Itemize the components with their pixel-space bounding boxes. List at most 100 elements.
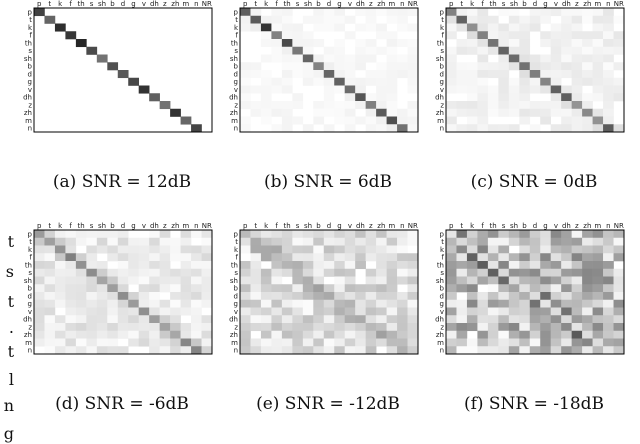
- heatmap-cell: [86, 307, 98, 316]
- heatmap-cell: [201, 292, 213, 301]
- heatmap-cell: [271, 101, 283, 110]
- heatmap-cell: [281, 346, 293, 355]
- row-label: dh: [435, 316, 444, 324]
- heatmap-cell: [180, 299, 192, 308]
- heatmap-cell: [603, 85, 614, 94]
- heatmap-cell: [550, 108, 562, 117]
- side-fragment: g: [3, 424, 14, 443]
- heatmap-cell: [561, 116, 572, 125]
- heatmap-cell: [170, 338, 181, 347]
- heatmap-cell: [323, 284, 335, 293]
- heatmap-cell: [240, 307, 251, 316]
- heatmap-cell: [365, 108, 377, 117]
- heatmap-cell: [365, 253, 377, 262]
- heatmap-cell: [292, 346, 304, 355]
- side-fragment: t: [7, 232, 14, 251]
- heatmap-cell: [86, 230, 98, 239]
- heatmap-cell: [281, 70, 293, 79]
- heatmap-cell: [240, 268, 251, 277]
- heatmap-cell: [191, 292, 202, 301]
- heatmap-cell: [96, 237, 108, 246]
- panel-caption-a: (a) SNR = 12dB: [52, 172, 192, 192]
- row-label: s: [28, 269, 32, 277]
- heatmap-cell: [271, 31, 283, 40]
- heatmap-cell: [250, 338, 262, 347]
- heatmap-cell: [529, 330, 541, 339]
- heatmap-cell: [240, 346, 251, 355]
- heatmap-cell: [96, 54, 108, 63]
- heatmap-cell: [519, 261, 531, 270]
- heatmap-cell: [323, 8, 335, 17]
- heatmap-cell: [376, 108, 387, 117]
- heatmap-cell: [508, 307, 520, 316]
- heatmap-cell: [44, 245, 56, 254]
- heatmap-cell: [456, 237, 468, 246]
- heatmap-cell: [281, 54, 293, 63]
- heatmap-cell: [323, 245, 335, 254]
- row-label: dh: [229, 94, 238, 102]
- heatmap-cell: [170, 330, 181, 339]
- heatmap-cell: [592, 261, 604, 270]
- heatmap-cell: [44, 299, 56, 308]
- heatmap-cell: [240, 77, 251, 86]
- column-label: d: [533, 0, 537, 8]
- heatmap-cell: [582, 15, 593, 24]
- heatmap-cell: [508, 54, 520, 63]
- heatmap-cell: [75, 338, 87, 347]
- heatmap-cell: [54, 230, 66, 239]
- heatmap-cell: [498, 46, 510, 55]
- heatmap-cell: [519, 23, 531, 32]
- heatmap-cell: [159, 230, 171, 239]
- heatmap-cell: [260, 230, 272, 239]
- heatmap-cell: [313, 307, 325, 316]
- heatmap-cell: [582, 70, 593, 79]
- heatmap-cell: [407, 46, 419, 55]
- heatmap-cell: [313, 77, 325, 86]
- heatmap-cell: [138, 284, 150, 293]
- heatmap-cell: [313, 330, 325, 339]
- heatmap-cell: [65, 31, 77, 40]
- heatmap-cell: [191, 268, 202, 277]
- heatmap-cell: [250, 268, 262, 277]
- heatmap-cell: [571, 124, 583, 133]
- heatmap-cell: [365, 323, 377, 332]
- heatmap-cell: [603, 307, 614, 316]
- heatmap-cell: [508, 101, 520, 110]
- row-label: n: [234, 347, 238, 355]
- column-label: b: [110, 0, 115, 8]
- row-label: z: [440, 101, 444, 109]
- column-label: t: [254, 0, 257, 8]
- heatmap-cell: [487, 338, 499, 347]
- heatmap-cell: [613, 39, 625, 48]
- heatmap-cell: [540, 253, 552, 262]
- heatmap-cell: [592, 284, 604, 293]
- heatmap-cell: [292, 276, 304, 285]
- heatmap-cell: [334, 85, 346, 94]
- row-label: k: [28, 246, 33, 254]
- column-label: z: [163, 222, 167, 230]
- heatmap-cell: [386, 245, 398, 254]
- heatmap-cell: [487, 268, 499, 277]
- heatmap-cell: [96, 245, 108, 254]
- heatmap-cell: [561, 292, 572, 301]
- heatmap-cell: [260, 323, 272, 332]
- heatmap-cell: [592, 346, 604, 355]
- heatmap-cell: [508, 299, 520, 308]
- heatmap-cell: [376, 245, 387, 254]
- confusion-matrix-c: p t k f th s sh b d g v dh z zh m n NRptkfthsshbdgvdhzzh…: [435, 0, 625, 133]
- heatmap-cell: [344, 31, 356, 40]
- heatmap-cell: [355, 261, 366, 270]
- heatmap-cell: [86, 330, 98, 339]
- heatmap-cell: [603, 62, 614, 71]
- column-label: dh: [562, 0, 571, 8]
- heatmap-cell: [344, 85, 356, 94]
- heatmap-cell: [250, 299, 262, 308]
- heatmap-cell: [34, 245, 45, 254]
- heatmap-cell: [561, 70, 572, 79]
- heatmap-cell: [613, 323, 625, 332]
- heatmap-cell: [191, 245, 202, 254]
- heatmap-cell: [159, 299, 171, 308]
- row-label: zh: [230, 109, 238, 117]
- heatmap-cell: [250, 261, 262, 270]
- heatmap-cell: [456, 299, 468, 308]
